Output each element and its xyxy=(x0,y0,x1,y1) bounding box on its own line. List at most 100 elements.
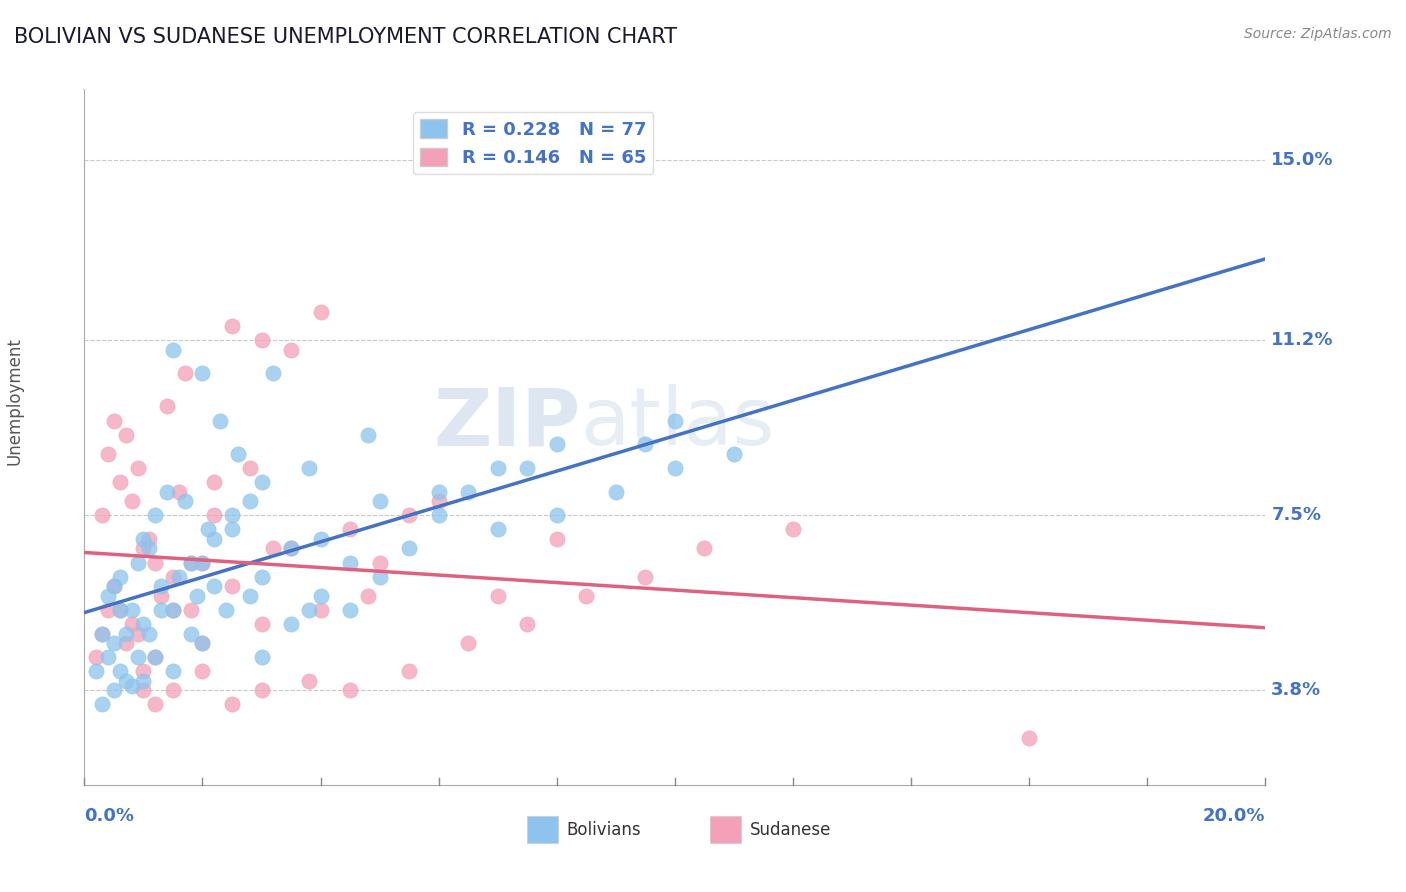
Point xyxy=(108,603,131,617)
Point xyxy=(202,508,225,523)
Point xyxy=(516,617,538,632)
Point xyxy=(486,589,509,603)
Point xyxy=(186,589,208,603)
Point xyxy=(191,665,214,679)
Point xyxy=(664,413,686,427)
Point xyxy=(427,494,450,508)
Point xyxy=(221,698,243,712)
Point xyxy=(97,447,120,461)
Point xyxy=(298,460,321,475)
Point xyxy=(298,603,321,617)
Point xyxy=(215,603,238,617)
Point xyxy=(309,304,332,318)
Point xyxy=(309,603,332,617)
Point xyxy=(143,650,166,665)
Point xyxy=(162,343,184,357)
Point xyxy=(339,556,361,570)
Point xyxy=(150,603,173,617)
Point xyxy=(486,460,509,475)
Point xyxy=(398,508,420,523)
Point xyxy=(103,413,125,427)
Point xyxy=(132,683,155,698)
Point xyxy=(280,343,302,357)
Text: 0.0%: 0.0% xyxy=(84,807,135,825)
Point xyxy=(103,579,125,593)
Point xyxy=(250,475,273,489)
Point xyxy=(298,673,321,688)
Point xyxy=(121,603,143,617)
Point xyxy=(84,650,107,665)
Point xyxy=(280,617,302,632)
Text: atlas: atlas xyxy=(581,384,775,462)
Point xyxy=(132,665,155,679)
Text: 3.8%: 3.8% xyxy=(1271,681,1322,699)
Point xyxy=(309,532,332,546)
Point xyxy=(180,603,202,617)
Point xyxy=(84,665,107,679)
Point xyxy=(191,366,214,380)
Point xyxy=(91,698,114,712)
Point xyxy=(202,475,225,489)
Point xyxy=(180,556,202,570)
Point xyxy=(664,460,686,475)
Point xyxy=(546,532,568,546)
Point xyxy=(575,589,598,603)
Point xyxy=(202,579,225,593)
Point xyxy=(114,673,136,688)
Point xyxy=(191,636,214,650)
Point xyxy=(197,522,219,536)
Point xyxy=(121,494,143,508)
Point xyxy=(150,589,173,603)
Point xyxy=(97,650,120,665)
Point xyxy=(457,484,479,499)
Point xyxy=(103,683,125,698)
Text: Unemployment: Unemployment xyxy=(6,337,22,466)
Point xyxy=(127,626,149,640)
Point xyxy=(457,636,479,650)
Point xyxy=(173,366,195,380)
Point xyxy=(114,626,136,640)
Point xyxy=(191,556,214,570)
Point xyxy=(309,589,332,603)
Legend: R = 0.228   N = 77, R = 0.146   N = 65: R = 0.228 N = 77, R = 0.146 N = 65 xyxy=(413,112,654,174)
Point xyxy=(221,522,243,536)
Point xyxy=(221,318,243,333)
Text: Source: ZipAtlas.com: Source: ZipAtlas.com xyxy=(1244,27,1392,41)
Point xyxy=(127,460,149,475)
Point xyxy=(280,541,302,556)
Point xyxy=(173,494,195,508)
Point xyxy=(127,650,149,665)
Point xyxy=(191,556,214,570)
Text: Sudanese: Sudanese xyxy=(749,821,831,838)
Point xyxy=(250,683,273,698)
Point xyxy=(546,437,568,451)
Text: Bolivians: Bolivians xyxy=(567,821,641,838)
Point xyxy=(239,589,262,603)
Point xyxy=(108,603,131,617)
Point xyxy=(357,427,380,442)
Point xyxy=(357,589,380,603)
Point xyxy=(108,665,131,679)
Point xyxy=(398,665,420,679)
Point xyxy=(167,570,190,584)
Point xyxy=(121,617,143,632)
Point xyxy=(723,447,745,461)
Point xyxy=(202,532,225,546)
Point xyxy=(108,475,131,489)
Point xyxy=(143,508,166,523)
Point xyxy=(339,522,361,536)
Point xyxy=(132,532,155,546)
Point xyxy=(239,460,262,475)
Point xyxy=(132,673,155,688)
Point xyxy=(1018,731,1040,745)
Point xyxy=(180,556,202,570)
Point xyxy=(162,665,184,679)
Point xyxy=(516,460,538,475)
Point xyxy=(162,570,184,584)
Point xyxy=(138,626,160,640)
Point xyxy=(250,650,273,665)
Point xyxy=(162,683,184,698)
Text: BOLIVIAN VS SUDANESE UNEMPLOYMENT CORRELATION CHART: BOLIVIAN VS SUDANESE UNEMPLOYMENT CORREL… xyxy=(14,27,678,46)
Point xyxy=(221,508,243,523)
Point xyxy=(114,427,136,442)
